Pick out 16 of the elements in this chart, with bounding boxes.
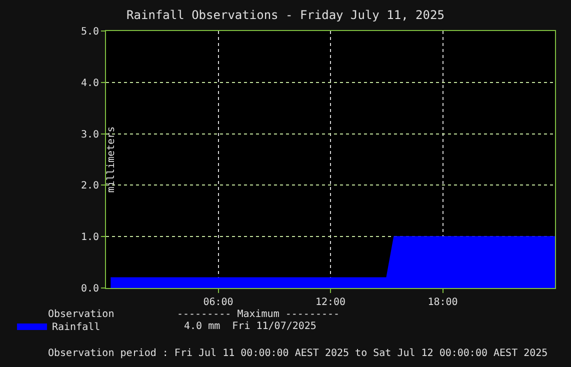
y-tick-label: 0.0 xyxy=(80,284,99,294)
y-tick-label: 2.0 xyxy=(80,180,99,192)
legend-label: Rainfall xyxy=(52,322,100,333)
text: --------- Maximum --------- xyxy=(177,309,340,320)
text: Observation xyxy=(48,309,114,320)
x-tick-label: 06:00 xyxy=(203,297,234,308)
text: 4.0 mm Fri 11/07/2025 xyxy=(184,321,316,332)
y-tick-label: 1.0 xyxy=(80,232,99,244)
y-tick-label: 3.0 xyxy=(80,129,99,140)
chart-title: Rainfall Observations - Friday July 11, 2025 xyxy=(126,8,444,22)
y-tick-label: 4.0 xyxy=(80,78,99,89)
y-tick-label: 5.0 xyxy=(80,26,99,38)
text: Observation period : Fri Jul 11 00:00:00 AEST 2025 to Sat Jul 12 00:00:00 AEST 2025 xyxy=(48,348,548,359)
y-axis-title: millimeters xyxy=(106,126,117,193)
x-tick-label: 18:00 xyxy=(428,297,458,308)
x-tick-label: 12:00 xyxy=(315,297,346,308)
